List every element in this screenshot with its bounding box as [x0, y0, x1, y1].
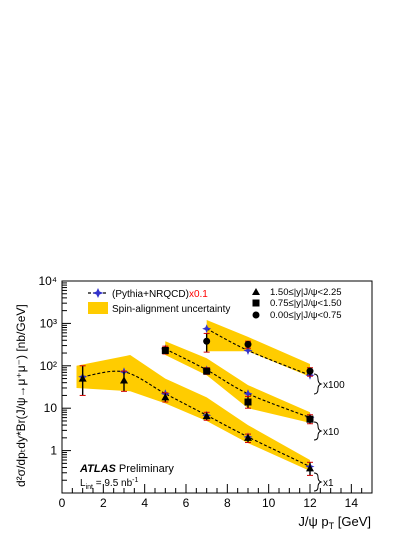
model-point [243, 389, 253, 399]
luminosity-label: Lint = 9.5 nb-1 [80, 477, 139, 491]
data-point-square [244, 398, 252, 406]
legend-square-icon [252, 299, 260, 307]
legend: (Pythia+NRQCD)x0.1 Spin-alignment uncert… [88, 287, 342, 321]
legend-model-star-icon [92, 288, 104, 298]
x-tick-label: 10 [262, 496, 276, 510]
data-point-square [161, 346, 169, 354]
model-point [202, 324, 212, 334]
data-point-triangle [78, 374, 87, 382]
model-curve-series-1 [82, 370, 311, 468]
spin-alignment-bands [76, 320, 310, 471]
legend-band-label: Spin-alignment uncertainty [112, 304, 230, 315]
band-series-3 [206, 320, 310, 377]
x-tick-label: 0 [59, 496, 66, 510]
legend-model-label: (Pythia+NRQCD)x0.1 [112, 289, 208, 300]
data-point-circle [244, 340, 252, 348]
x-axis-label: J/ψ pT [GeV] [298, 514, 371, 531]
x-tick-label: 2 [100, 496, 107, 510]
x-tick-label: 12 [303, 496, 317, 510]
scale-label-x1: x1 [323, 478, 334, 489]
y-axis-label: d²σ/dpₜdy*Br(J/ψ→μ⁺μ⁻) [nb/GeV] [14, 304, 28, 487]
y-tick-label: 10² [40, 359, 57, 373]
data-point-triangle [120, 376, 128, 384]
y-tick-label: 1 [50, 444, 57, 458]
x-tick-label: 8 [224, 496, 231, 510]
data-point-triangle [306, 464, 314, 472]
data-point-triangle [161, 393, 170, 401]
data-point-triangle [202, 412, 211, 420]
y-tick-label: 10 [44, 401, 58, 415]
data-point-square [306, 415, 314, 423]
scale-label-x10: x10 [323, 427, 340, 438]
data-point-triangle [244, 433, 252, 441]
x-tick-label: 14 [345, 496, 359, 510]
legend-triangle-icon [252, 288, 260, 295]
legend-rap-1: 1.50≤|y|J/ψ<2.25 [270, 287, 342, 298]
y-axis: 1 10 10² 10³ 10⁴ [38, 274, 71, 494]
legend-rap-2: 0.75≤|y|J/ψ<1.50 [270, 298, 342, 309]
legend-circle-icon [252, 311, 260, 319]
y-tick-label: 10³ [40, 316, 57, 330]
x-tick-label: 6 [183, 496, 190, 510]
legend-band-swatch [88, 302, 108, 314]
data-point-circle [203, 337, 211, 345]
data-markers [78, 337, 314, 472]
band-series-2 [165, 341, 310, 423]
legend-rap-3: 0.00≤|y|J/ψ<0.75 [270, 310, 342, 321]
atlas-label: ATLAS Preliminary [79, 463, 174, 475]
data-point-square [203, 367, 211, 375]
x-tick-label: 4 [141, 496, 148, 510]
band-series-1 [76, 355, 310, 471]
x-axis: 0 2 4 6 8 10 12 14 [59, 484, 373, 510]
data-point-circle [306, 367, 314, 375]
scale-annotations: x100 x10 x1 [313, 373, 345, 492]
model-curve-series-2 [165, 348, 311, 419]
scale-label-x100: x100 [323, 380, 345, 391]
model-point [243, 346, 253, 355]
y-tick-label: 10⁴ [38, 274, 57, 288]
